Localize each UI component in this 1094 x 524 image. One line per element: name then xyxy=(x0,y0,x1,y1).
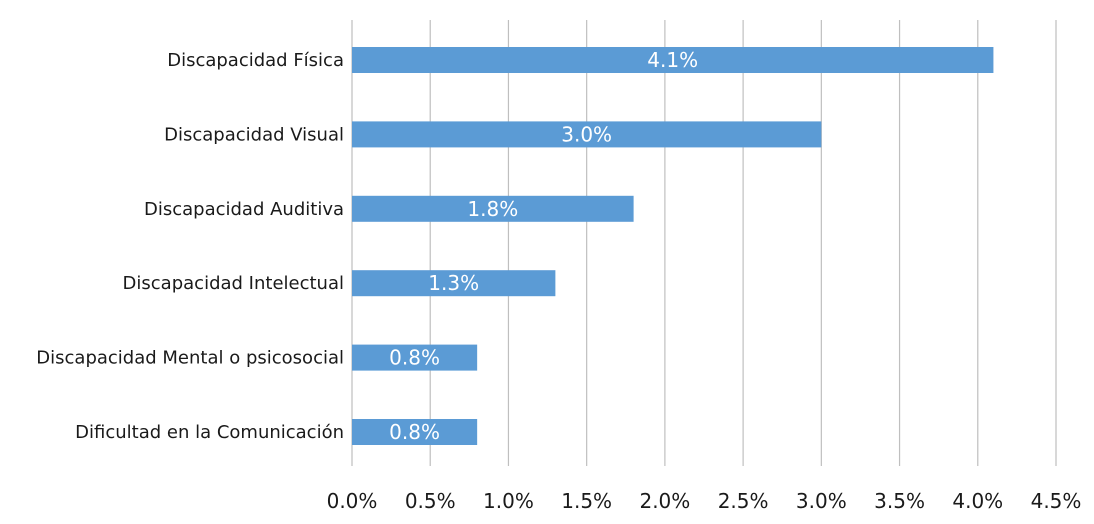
data-labels: 4.1% 3.0% 1.8% 1.3% 0.8% 0.8% xyxy=(389,48,698,444)
category-label: Discapacidad Auditiva xyxy=(144,199,344,220)
x-axis-tick-labels: 0.0% 0.5% 1.0% 1.5% 2.0% 2.5% 3.0% 3.5% 4.0% 4.5% xyxy=(327,489,1082,513)
category-label: Dificultad en la Comunicación xyxy=(75,422,344,443)
data-label: 0.8% xyxy=(389,346,440,370)
category-labels: Discapacidad Física Discapacidad Visual Di… xyxy=(36,50,344,443)
x-tick-label: 4.5% xyxy=(1031,489,1082,513)
x-tick-label: 4.0% xyxy=(952,489,1003,513)
category-label: Discapacidad Física xyxy=(167,50,344,71)
data-label: 0.8% xyxy=(389,420,440,444)
bar xyxy=(352,47,994,73)
category-label: Discapacidad Mental o psicosocial xyxy=(36,348,344,369)
category-label: Discapacidad Intelectual xyxy=(123,273,344,294)
gridlines xyxy=(351,20,1057,466)
x-tick-label: 3.5% xyxy=(874,489,925,513)
bar xyxy=(352,344,478,371)
x-tick-label: 1.0% xyxy=(483,489,534,513)
bar xyxy=(352,121,822,148)
data-label: 1.8% xyxy=(467,197,518,221)
data-label: 3.0% xyxy=(561,122,612,146)
x-tick-label: 1.5% xyxy=(561,489,612,513)
bars xyxy=(352,47,994,445)
category-label: Discapacidad Visual xyxy=(164,124,344,145)
bar xyxy=(352,419,478,445)
x-tick-label: 2.5% xyxy=(718,489,769,513)
x-tick-label: 3.0% xyxy=(796,489,847,513)
bar xyxy=(352,270,556,297)
data-label: 4.1% xyxy=(647,48,698,72)
x-tick-label: 0.0% xyxy=(327,489,378,513)
x-tick-label: 0.5% xyxy=(405,489,456,513)
data-label: 1.3% xyxy=(428,271,479,295)
x-tick-label: 2.0% xyxy=(639,489,690,513)
bar xyxy=(352,195,634,222)
